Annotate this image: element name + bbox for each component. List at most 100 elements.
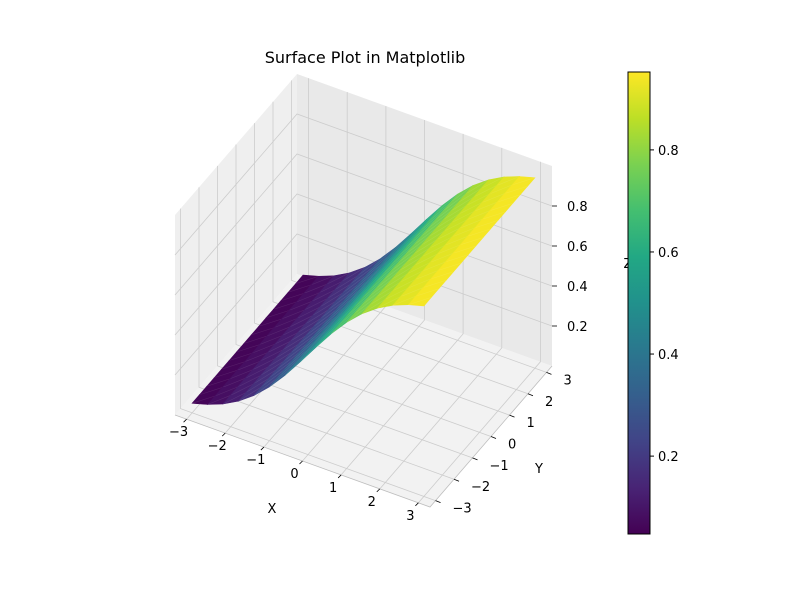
- surface-diagonal: [313, 315, 337, 336]
- y-tick-label: −1: [490, 459, 509, 474]
- surface-diagonal: [267, 352, 292, 368]
- surface-diagonal: [458, 202, 482, 215]
- surface-diagonal: [504, 185, 528, 194]
- surface-diagonal: [230, 383, 254, 396]
- surface-diagonal: [429, 253, 453, 263]
- surface-diagonal: [377, 296, 401, 309]
- surface-diagonal: [297, 318, 321, 334]
- surface-diagonal: [326, 272, 350, 285]
- surface-diagonal: [335, 289, 360, 311]
- surface-diagonal: [252, 358, 276, 371]
- surface-diagonal: [460, 237, 484, 246]
- surface-diagonal: [261, 369, 285, 388]
- surface-diagonal: [474, 220, 498, 229]
- surface-diagonal: [466, 193, 490, 206]
- surface-diagonal: [229, 352, 253, 361]
- surface-diagonal: [298, 326, 322, 345]
- x-tick-label: 3: [406, 509, 414, 524]
- surface-diagonal: [458, 188, 482, 203]
- surface-diagonal: [467, 228, 491, 237]
- surface-diagonal: [489, 203, 513, 211]
- surface-diagonal: [331, 313, 355, 335]
- surface-diagonal: [436, 228, 460, 240]
- surface-diagonal: [283, 349, 308, 370]
- surface-diagonal: [192, 395, 216, 404]
- surface-diagonal: [480, 176, 505, 189]
- surface-diagonal: [320, 306, 345, 328]
- surface-diagonal: [199, 387, 223, 396]
- y-tick-mark: [527, 393, 534, 397]
- x-tick-label: −3: [169, 425, 188, 440]
- surface-diagonal: [427, 202, 451, 223]
- y-tick-mark: [546, 372, 552, 375]
- surface-diagonal: [349, 266, 374, 285]
- surface-diagonal: [335, 284, 359, 302]
- y-gridline: [198, 187, 455, 480]
- surface-diagonal: [338, 305, 362, 326]
- surface-diagonal: [311, 289, 335, 302]
- surface-diagonal: [253, 378, 277, 396]
- surface-diagonal: [429, 236, 453, 249]
- surface-diagonal: [312, 309, 337, 328]
- surface-diagonal: [283, 343, 307, 362]
- y-tick-mark: [435, 500, 441, 503]
- surface-diagonal: [300, 338, 324, 362]
- surface-diagonal: [413, 239, 437, 255]
- y-gridline: [217, 165, 473, 459]
- surface-diagonal: [430, 271, 454, 280]
- surface-face: [407, 295, 432, 307]
- x-tick-mark: [415, 502, 419, 507]
- y-gridline: [272, 101, 529, 395]
- surface-diagonal: [281, 309, 305, 320]
- colorbar: 0.2 0.4 0.6 0.8: [627, 71, 679, 535]
- surface-diagonal: [310, 275, 335, 286]
- chart-title: Surface Plot in Matplotlib: [265, 48, 466, 67]
- y-tick-mark: [490, 436, 497, 439]
- y-tick-label: −3: [453, 502, 472, 517]
- surface-diagonal: [400, 287, 424, 297]
- surface-diagonal: [474, 201, 498, 212]
- surface-diagonal: [399, 270, 423, 283]
- surface-diagonal: [383, 262, 407, 280]
- surface-diagonal: [276, 358, 300, 379]
- surface-diagonal: [397, 236, 421, 258]
- x-gridline: [418, 161, 541, 504]
- surface-diagonal: [372, 246, 396, 268]
- surface-diagonal: [267, 341, 291, 353]
- x-tick-mark: [337, 474, 342, 479]
- surface-diagonal: [207, 395, 231, 405]
- surface-diagonal: [482, 211, 506, 220]
- x-tick-label: −2: [208, 439, 227, 454]
- surface-diagonal: [368, 279, 392, 297]
- surface-diagonal: [353, 296, 378, 315]
- surface-diagonal: [435, 202, 459, 221]
- y-gridline: [254, 123, 510, 416]
- surface-diagonal: [258, 318, 282, 327]
- surface-diagonal: [421, 245, 445, 258]
- surface-diagonal: [415, 288, 439, 297]
- y-gridline: [235, 144, 492, 437]
- surface-diagonal: [251, 327, 275, 336]
- surface-diagonal: [421, 230, 445, 246]
- surface-diagonal: [412, 219, 436, 241]
- surface-mesh: [191, 176, 536, 405]
- surface-diagonal: [390, 253, 415, 272]
- surface-diagonal: [296, 292, 320, 303]
- surface-diagonal: [280, 293, 304, 302]
- y-tick-label: 1: [526, 416, 534, 431]
- surface-diagonal: [419, 211, 444, 232]
- surface-diagonal: [275, 352, 300, 371]
- surface-diagonal: [342, 275, 366, 294]
- y-axis-label: Y: [534, 462, 543, 477]
- surface-diagonal: [353, 287, 377, 309]
- surface-diagonal: [245, 366, 269, 379]
- x-tick-label: 1: [329, 481, 337, 496]
- surface-diagonal: [444, 236, 468, 246]
- surface-diagonal: [282, 323, 306, 336]
- surface-diagonal: [450, 196, 474, 212]
- y-tick-label: 0: [508, 438, 516, 453]
- surface-diagonal: [243, 335, 267, 344]
- surface-diagonal: [361, 287, 385, 306]
- surface-diagonal: [334, 275, 358, 291]
